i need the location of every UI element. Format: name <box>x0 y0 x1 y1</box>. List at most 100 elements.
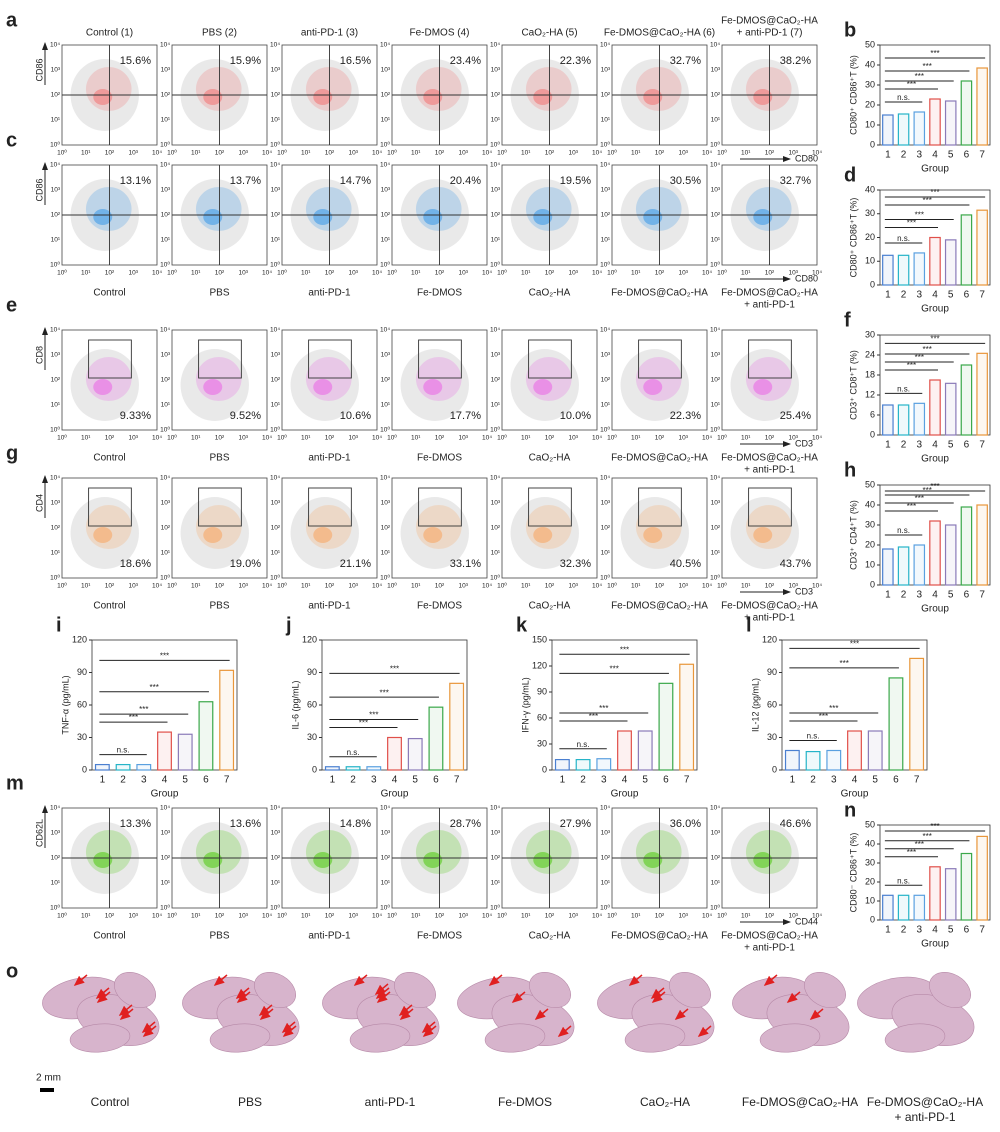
x-tick-label: 10¹ <box>631 435 641 442</box>
y-tick-label: 10³ <box>711 352 721 359</box>
group-label: PBS <box>209 288 229 299</box>
y-axis-label: CD62L <box>34 819 44 847</box>
density-core <box>313 379 333 395</box>
x-tick-label: 7 <box>684 775 690 786</box>
tissue <box>804 972 846 1008</box>
x-tick-label: 3 <box>141 775 147 786</box>
x-tick-label: 10⁴ <box>152 583 162 590</box>
density-mid <box>195 505 242 549</box>
y-tick-label: 10² <box>381 855 391 862</box>
x-tick-label: 10³ <box>129 270 139 277</box>
density-core <box>93 89 113 105</box>
density-core <box>753 527 773 543</box>
y-tick-label: 10 <box>865 895 875 905</box>
y-tick-label: 10¹ <box>601 880 611 887</box>
x-tick-label: 10¹ <box>411 435 421 442</box>
significance: *** <box>915 494 924 503</box>
bar <box>897 404 910 436</box>
significance: *** <box>850 640 859 649</box>
y-tick-label: 10⁴ <box>380 162 390 169</box>
y-tick-label: 10² <box>381 212 391 219</box>
x-tick-label: 10¹ <box>191 150 201 157</box>
significance: *** <box>359 719 368 728</box>
y-tick-label: 10¹ <box>51 550 61 557</box>
significance: *** <box>930 49 939 58</box>
x-axis-label: CD80 <box>795 153 818 163</box>
bar <box>929 236 941 286</box>
y-tick-label: 10³ <box>161 500 171 507</box>
x-tick-label: 10⁴ <box>812 583 822 590</box>
density-core <box>203 379 223 395</box>
y-tick-label: 10⁰ <box>270 904 280 912</box>
tissue <box>529 972 571 1008</box>
density-mid <box>745 830 792 874</box>
y-axis-label: CD8 <box>34 346 44 364</box>
y-tick-label: 10² <box>711 525 721 532</box>
y-tick-label: 10⁰ <box>270 426 280 434</box>
x-tick-label: 5 <box>948 925 954 936</box>
y-tick-label: 10 <box>865 559 875 569</box>
x-axis-label: Group <box>611 789 639 800</box>
percentage: 20.4% <box>450 175 481 187</box>
x-tick-label: 10¹ <box>631 913 641 920</box>
group-label: PBS <box>209 931 229 942</box>
y-tick-label: 10¹ <box>491 550 501 557</box>
x-tick-label: 10⁰ <box>607 912 617 920</box>
group-label: Control (1) <box>86 28 133 39</box>
y-tick-label: 10² <box>601 212 611 219</box>
significance: n.s. <box>897 526 910 535</box>
arrow <box>809 1008 824 1020</box>
density-core <box>313 852 333 868</box>
bar <box>913 544 926 586</box>
y-tick-label: 10⁰ <box>490 574 500 582</box>
group-label: Fe-DMOS@CaO₂-HA <box>721 931 818 942</box>
y-tick-label: 10³ <box>51 67 61 74</box>
y-tick-label: 150 <box>532 634 547 644</box>
y-tick-label: 10² <box>161 525 171 532</box>
y-tick-label: 10¹ <box>271 117 281 124</box>
arrow <box>674 1008 689 1020</box>
x-tick-label: 10⁴ <box>482 270 492 277</box>
group-label: + anti-PD-1 <box>744 613 795 624</box>
x-tick-label: 10³ <box>679 913 689 920</box>
density-core <box>93 852 113 868</box>
x-tick-label: 10³ <box>679 150 689 157</box>
y-tick-label: 10³ <box>491 67 501 74</box>
bar <box>897 894 910 921</box>
y-tick-label: 10³ <box>381 352 391 359</box>
tissue <box>114 972 156 1008</box>
percentage: 46.6% <box>780 818 811 830</box>
x-tick-label: 10³ <box>129 583 139 590</box>
x-axis-label: Group <box>921 164 949 175</box>
y-tick-label: 10³ <box>161 67 171 74</box>
percentage: 9.52% <box>230 410 261 422</box>
scale-bar <box>40 1088 54 1092</box>
gate <box>528 487 572 527</box>
x-tick-label: 10¹ <box>301 583 311 590</box>
y-tick-label: 30 <box>865 519 875 529</box>
x-tick-label: 10⁴ <box>152 913 162 920</box>
y-tick-label: 10² <box>51 525 61 532</box>
bar <box>198 701 214 771</box>
x-tick-label: 10² <box>215 435 225 442</box>
density-mid <box>305 187 352 231</box>
x-tick-label: 10³ <box>679 583 689 590</box>
x-tick-label: 10¹ <box>301 150 311 157</box>
panel-letter: o <box>6 960 18 982</box>
y-tick-label: 60 <box>77 699 87 709</box>
density-mid <box>635 357 682 401</box>
arrow <box>488 974 503 986</box>
group-label: PBS <box>209 601 229 612</box>
bar <box>882 114 894 146</box>
y-tick-label: 30 <box>307 732 317 742</box>
y-tick-label: 10¹ <box>51 402 61 409</box>
x-tick-label: 10² <box>435 583 445 590</box>
x-tick-label: 6 <box>964 290 970 301</box>
x-tick-label: 2 <box>901 290 907 301</box>
panel-letter: b <box>844 19 856 41</box>
y-tick-label: 40 <box>865 59 875 69</box>
significance: *** <box>139 705 148 714</box>
